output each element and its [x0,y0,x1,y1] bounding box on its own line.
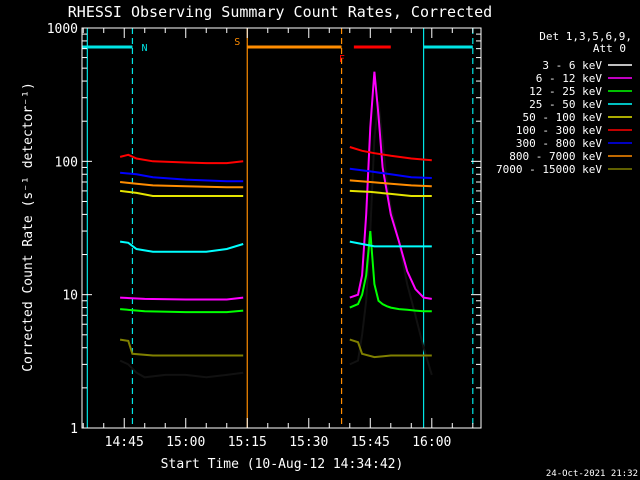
series-layer [119,71,433,379]
legend-label-6: 100 - 300 keV [516,124,602,137]
series-line-7-part-2 [349,167,432,179]
SAA-band-label: S [234,37,240,48]
legend-label-7: 300 - 800 keV [516,137,602,150]
y-tick-label: 1 [70,422,78,437]
series-line-8-part-1 [119,181,244,189]
series-line-5-part-2 [349,189,432,197]
series-line-3-part-1 [120,308,244,314]
series-line-5-part-1 [119,189,244,197]
footer-date: 24-Oct-2021 21:32 [546,469,638,479]
axes-layer: 1 10 100 1000 14:45 15:00 15:15 15:30 15:45 16:00 [47,22,482,450]
series-line-1-part-1 [119,359,244,379]
series-line-7-part-1 [120,171,244,183]
series-line-2-part-2 [349,71,432,300]
legend-label-4: 25 - 50 keV [529,98,602,111]
chart-title: RHESSI Observing Summary Count Rates, Co… [68,3,492,21]
legend-label-2: 6 - 12 keV [536,72,603,85]
series-line-3-part-2 [349,231,432,313]
series-line-9-part-1 [119,338,244,357]
series-line-8-part-2 [349,179,432,188]
series-line-1-part-2 [349,101,433,376]
series-line-2-part-1 [120,296,244,301]
legend-header-line-2: Att 0 [593,42,626,55]
series-line-6-part-1 [119,153,244,165]
legend-label-9: 7000 - 15000 keV [496,163,602,176]
y-axis-label: Corrected Count Rate (s⁻¹ detector⁻¹) [21,82,36,372]
y-tick-label: 10 [62,289,78,304]
flare-band-label: F [339,54,345,65]
x-tick-label: 15:45 [351,435,390,450]
series-line-9-part-2 [349,338,432,359]
x-tick-label: 15:15 [228,435,267,450]
legend-label-3: 12 - 25 keV [529,85,602,98]
x-tick-label: 15:30 [289,435,328,450]
night-band-label: N [141,43,147,54]
x-tick-label: 15:00 [166,435,205,450]
legend-header-line-1: Det 1,3,5,6,9, [539,30,632,43]
series-line-6-part-2 [349,146,432,162]
x-tick-label: 16:00 [412,435,451,450]
legend-label-8: 800 - 7000 keV [509,150,602,163]
plot-frame [81,27,482,429]
legend-label-5: 50 - 100 keV [523,111,603,124]
band-layer: N S F [82,28,474,428]
legend-label-1: 3 - 6 keV [542,59,602,72]
series-line-4-part-1 [119,240,244,253]
y-tick-label: 100 [55,155,78,170]
x-tick-label: 14:45 [105,435,144,450]
x-axis-label: Start Time (10-Aug-12 14:34:42) [161,457,404,472]
y-tick-label: 1000 [47,22,78,37]
series-line-4-part-2 [349,240,432,248]
